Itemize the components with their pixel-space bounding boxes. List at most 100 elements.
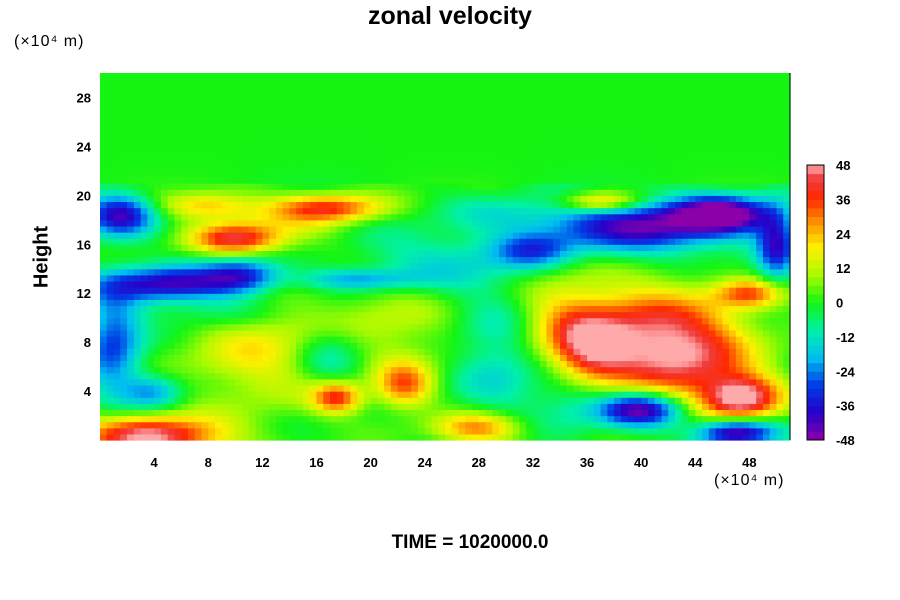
heatmap-cell	[431, 280, 439, 288]
heatmap-cell	[336, 280, 345, 288]
heatmap-cell	[154, 391, 162, 398]
heatmap-cell	[187, 409, 196, 417]
heatmap-cell	[762, 336, 771, 343]
heatmap-cell	[228, 189, 236, 196]
heatmap-cell	[647, 348, 656, 355]
heatmap-cell	[546, 427, 554, 435]
heatmap-cell	[336, 183, 345, 190]
heatmap-cell	[330, 232, 338, 239]
heatmap-cell	[431, 170, 439, 178]
heatmap-cell	[675, 256, 683, 264]
heatmap-cell	[526, 360, 534, 368]
heatmap-cell	[566, 176, 575, 184]
heatmap-cell	[546, 152, 554, 160]
heatmap-cell	[262, 311, 270, 319]
heatmap-cell	[492, 415, 500, 423]
heatmap-cell	[560, 378, 568, 386]
heatmap-cell	[370, 268, 378, 276]
heatmap-cell	[722, 225, 730, 233]
heatmap-cell	[201, 140, 209, 147]
heatmap-cell	[242, 225, 250, 233]
heatmap-cell	[127, 287, 135, 294]
heatmap-cell	[587, 232, 595, 239]
heatmap-cell	[248, 201, 257, 209]
heatmap-cell	[377, 287, 385, 294]
heatmap-cell	[127, 391, 135, 398]
heatmap-cell	[323, 348, 331, 355]
heatmap-cell	[614, 183, 622, 190]
heatmap-cell	[289, 238, 297, 245]
heatmap-cell	[221, 360, 230, 368]
heatmap-cell	[330, 336, 338, 343]
heatmap-cell	[505, 403, 514, 411]
heatmap-cell	[255, 262, 263, 270]
heatmap-cell	[255, 427, 263, 435]
heatmap-cell	[735, 348, 744, 355]
heatmap-cell	[160, 342, 169, 349]
heatmap-cell	[215, 311, 223, 319]
heatmap-cell	[587, 225, 595, 233]
heatmap-cell	[296, 354, 304, 362]
heatmap-cell	[749, 176, 757, 184]
heatmap-cell	[411, 293, 419, 300]
heatmap-cell	[106, 305, 115, 313]
heatmap-cell	[181, 274, 189, 282]
heatmap-cell	[708, 317, 717, 325]
heatmap-cell	[458, 232, 466, 239]
heatmap-cell	[330, 391, 338, 398]
heatmap-cell	[330, 427, 338, 435]
heatmap-cell	[505, 170, 514, 178]
heatmap-cell	[154, 232, 162, 239]
heatmap-cell	[201, 305, 209, 313]
heatmap-cell	[614, 348, 622, 355]
heatmap-cell	[296, 201, 304, 209]
heatmap-cell	[289, 176, 297, 184]
heatmap-cell	[357, 164, 365, 172]
heatmap-cell	[519, 244, 527, 251]
heatmap-cell	[458, 158, 466, 166]
heatmap-cell	[377, 262, 385, 270]
heatmap-cell	[593, 213, 602, 221]
heatmap-cell	[208, 305, 216, 313]
heatmap-cell	[620, 287, 629, 294]
heatmap-cell	[350, 384, 358, 392]
heatmap-cell	[647, 384, 656, 392]
heatmap-cell	[215, 213, 223, 221]
heatmap-cell	[722, 274, 730, 282]
heatmap-cell	[614, 305, 622, 313]
heatmap-cell	[201, 219, 209, 227]
heatmap-cell	[553, 329, 561, 337]
heatmap-cell	[587, 403, 595, 411]
heatmap-cell	[614, 323, 622, 331]
heatmap-cell	[695, 140, 703, 147]
heatmap-cell	[248, 152, 257, 160]
heatmap-cell	[532, 189, 541, 196]
heatmap-cell	[695, 336, 703, 343]
heatmap-cell	[160, 293, 169, 300]
heatmap-cell	[154, 189, 162, 196]
heatmap-cell	[627, 403, 636, 411]
heatmap-cell	[695, 360, 703, 368]
heatmap-cell	[309, 146, 318, 154]
heatmap-cell	[248, 397, 257, 404]
heatmap-cell	[275, 238, 284, 245]
heatmap-cell	[147, 354, 155, 362]
heatmap-cell	[593, 219, 602, 227]
heatmap-cell	[262, 274, 270, 282]
heatmap-cell	[323, 415, 331, 423]
heatmap-cell	[614, 250, 622, 258]
heatmap-cell	[363, 366, 372, 374]
heatmap-cell	[654, 262, 663, 270]
heatmap-cell	[742, 268, 751, 276]
heatmap-cell	[587, 360, 595, 368]
heatmap-cell	[323, 305, 331, 313]
heatmap-cell	[167, 274, 176, 282]
heatmap-cell	[255, 164, 263, 172]
heatmap-cell	[174, 164, 182, 172]
heatmap-cell	[187, 317, 196, 325]
heatmap-cell	[729, 329, 737, 337]
heatmap-cell	[499, 397, 507, 404]
heatmap-cell	[620, 293, 629, 300]
heatmap-cell	[431, 360, 439, 368]
heatmap-cell	[181, 140, 189, 147]
